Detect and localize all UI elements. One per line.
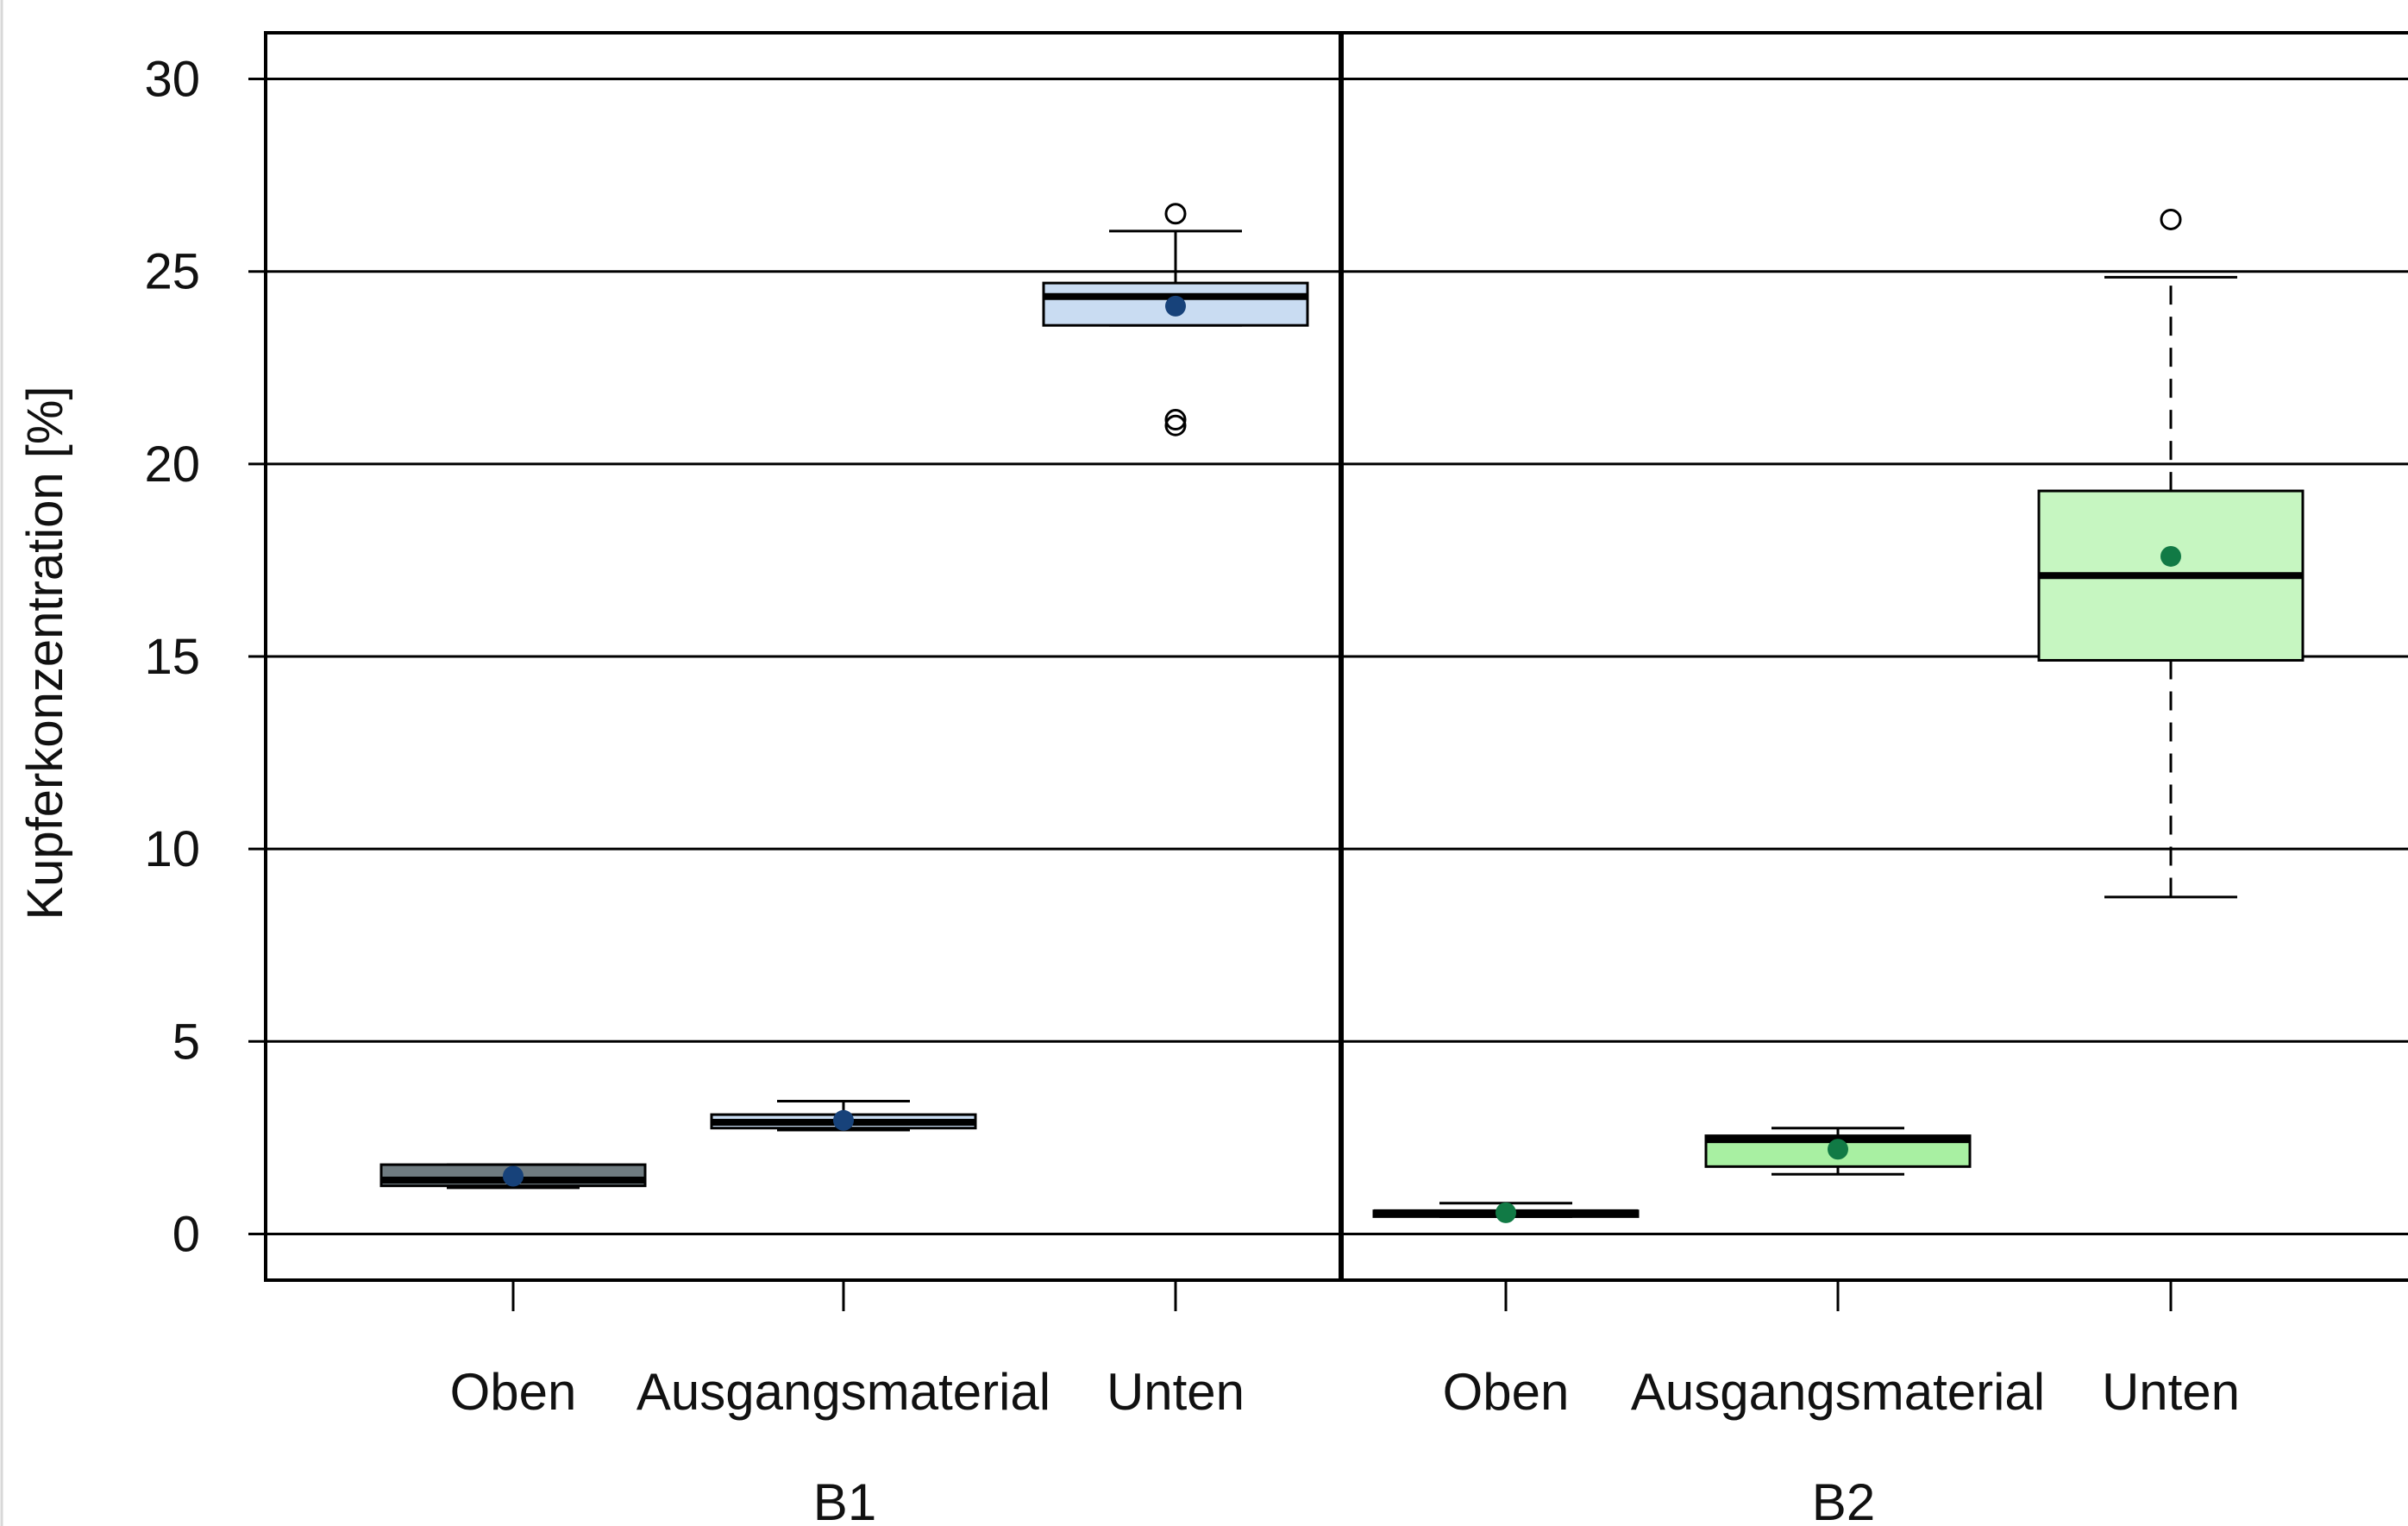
mean-point: [1165, 295, 1186, 317]
y-tick-label: 10: [144, 821, 200, 877]
outlier-point: [1164, 414, 1187, 436]
group-label-b1: B1: [813, 1473, 876, 1526]
x-category-label: Oben: [1443, 1363, 1570, 1421]
y-tick-label: 5: [172, 1014, 200, 1070]
y-tick-label: 20: [144, 436, 200, 493]
x-category-label: Ausgangsmaterial: [1631, 1363, 2045, 1421]
outlier-point: [1164, 203, 1187, 225]
y-tick-label: 30: [144, 52, 200, 108]
outlier-point: [1164, 409, 1187, 431]
x-category-label: Oben: [450, 1363, 577, 1421]
mean-point: [1496, 1202, 1516, 1223]
mean-point: [1828, 1139, 1848, 1160]
y-tick-label: 0: [172, 1206, 200, 1262]
y-axis-title: Kupferkonzentration [%]: [17, 386, 73, 920]
x-category-label: Unten: [1107, 1363, 1245, 1421]
y-tick-label: 15: [144, 629, 200, 685]
box-layer: [379, 203, 2305, 1223]
grid-layer: [248, 78, 2408, 1235]
outlier-point: [2160, 208, 2182, 230]
y-tick-label: 25: [144, 244, 200, 300]
group-label-b2: B2: [1812, 1473, 1875, 1526]
label-layer: 0 5 10 15 20 25 30 Oben Ausgangsmaterial Unten B1 O…: [144, 52, 2240, 1526]
x-category-label: Unten: [2102, 1363, 2240, 1421]
x-category-label: Ausgangsmaterial: [636, 1363, 1050, 1421]
mean-point: [2160, 545, 2181, 567]
mean-point: [833, 1109, 854, 1131]
mean-point: [503, 1165, 524, 1187]
